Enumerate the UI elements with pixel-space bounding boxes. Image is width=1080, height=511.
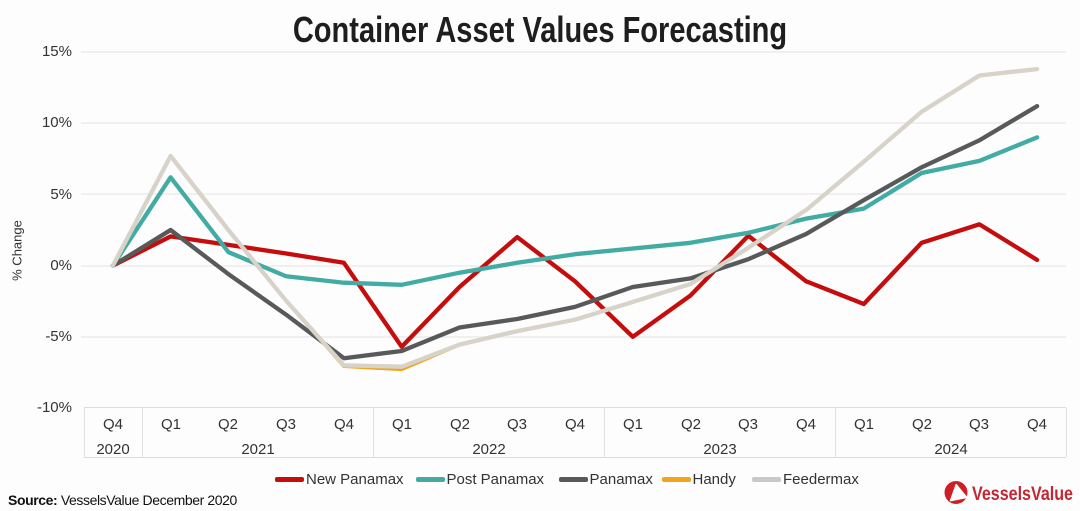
svg-text:VesselsValue: VesselsValue (972, 483, 1073, 505)
